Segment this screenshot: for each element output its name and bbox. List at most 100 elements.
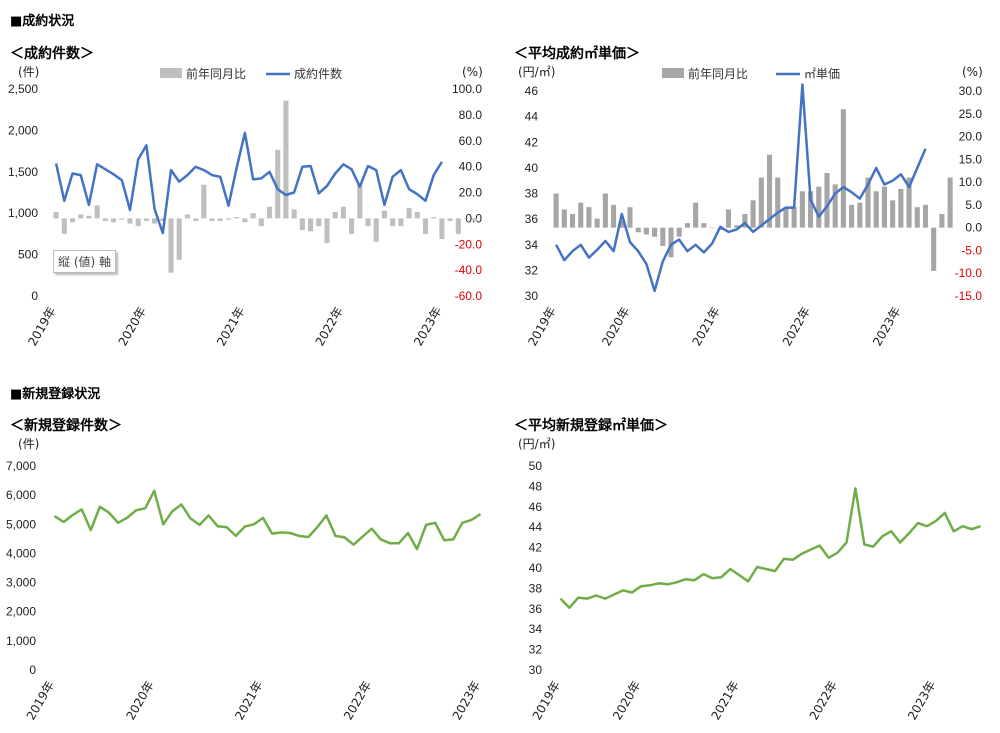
left-unit-label: (円/㎡) (518, 65, 555, 79)
yoy-bar (873, 191, 879, 228)
y-tick-label: 48 (529, 479, 543, 493)
y-tick-label: 44 (525, 110, 539, 124)
x-tick-label: 2023年 (905, 679, 938, 723)
yoy-bar (217, 218, 223, 221)
yoy-bar (234, 217, 240, 219)
yoy-bar (799, 191, 805, 228)
y-tick-label: 7,000 (6, 459, 36, 473)
y-tick-label: 1,500 (8, 165, 38, 179)
yoy-bar (61, 218, 67, 234)
yoy-bar (824, 173, 830, 228)
x-tick-label: 2022年 (313, 305, 346, 349)
yoy-bar (447, 218, 453, 221)
y-tick-label: 500 (18, 248, 38, 262)
right-unit-label: (%) (462, 65, 483, 79)
yoy-bar (725, 209, 732, 228)
y2-tick-label: -5.0 (961, 243, 982, 257)
yoy-bar (242, 218, 248, 223)
y-tick-label: 32 (525, 263, 539, 277)
y2-tick-label: -15.0 (955, 289, 983, 303)
yoy-bar (750, 200, 756, 228)
yoy-bar (357, 183, 363, 219)
y2-tick-label: 40.0 (459, 160, 483, 174)
y-tick-label: 34 (525, 238, 539, 252)
yoy-bar (914, 207, 920, 228)
yoy-bar (684, 223, 690, 228)
yoy-bar (766, 154, 773, 228)
yoy-bar (299, 218, 305, 231)
y-tick-label: 46 (529, 500, 543, 514)
yoy-bar (398, 218, 404, 227)
yoy-bar (931, 227, 937, 271)
yoy-bar (143, 218, 149, 221)
yoy-bar (742, 214, 748, 228)
yoy-bar (849, 204, 855, 228)
legend-line-label: ㎡単価 (804, 67, 840, 81)
x-tick-label: 2023年 (411, 305, 444, 349)
yoy-bar (898, 188, 904, 228)
section-title-registration: ■新規登録状況 (10, 387, 101, 402)
yoy-bar (881, 186, 887, 228)
yoy-bar (431, 217, 437, 219)
yoy-bar (832, 184, 838, 228)
x-tick-label: 2022年 (780, 305, 813, 349)
y2-tick-label: 20.0 (459, 186, 483, 200)
yoy-bar (324, 218, 330, 243)
y-tick-label: 2,500 (8, 82, 38, 96)
yoy-bar (693, 202, 699, 228)
y-tick-label: 32 (529, 643, 543, 657)
yoy-bar (176, 218, 182, 260)
yoy-bar (422, 218, 429, 234)
y2-tick-label: 20.0 (959, 130, 983, 144)
chart-title-contract-price: ＜平均成約㎡単価＞ (514, 46, 640, 62)
yoy-bar (758, 177, 764, 228)
chart-title-contract-count: ＜成約件数＞ (10, 46, 94, 62)
reg-price-chart: (円/㎡) 30 32 34 36 38 40 42 44 46 48 50 2019年 2020年 20… (518, 437, 981, 723)
right-unit-label: (%) (962, 65, 983, 79)
chart-title-reg-price: ＜平均新規登録㎡単価＞ (514, 418, 668, 434)
vertical-axis-label-box[interactable]: 縦 (値) 軸 (53, 250, 116, 273)
reg-count-chart: (件) 0 1,000 2,000 3,000 4,000 5,000 6,000 7,000… (6, 437, 483, 723)
y-tick-label: 42 (529, 541, 543, 555)
y-tick-label: 2,000 (6, 605, 36, 619)
left-unit-label: (円/㎡) (518, 437, 555, 451)
yoy-bar (119, 218, 125, 220)
yoy-bar (791, 207, 797, 228)
chart-title-reg-count: ＜新規登録件数＞ (10, 418, 122, 434)
yoy-bar (939, 214, 945, 228)
yoy-bar (578, 202, 584, 228)
yoy-bar (78, 214, 84, 219)
yoy-bar (569, 214, 576, 228)
y2-tick-label: -20.0 (455, 237, 483, 251)
yoy-bar (111, 218, 117, 223)
legend-bar-label: 前年同月比 (186, 66, 246, 81)
y-tick-label: 44 (529, 520, 543, 534)
contract-price-chart: (円/㎡) (%) 前年同月比 ㎡単価 30 32 34 36 38 40 42 44 46 -1… (518, 65, 983, 349)
yoy-bar (627, 207, 633, 228)
x-tick-label: 2021年 (689, 305, 722, 349)
y-tick-label: 3,000 (6, 576, 36, 590)
yoy-bar (193, 218, 199, 221)
series-line (559, 487, 981, 610)
yoy-bar (734, 225, 740, 228)
yoy-bar (947, 177, 953, 228)
yoy-bar (808, 191, 814, 228)
yoy-bar (250, 213, 256, 219)
legend-line-label: 成約件数 (294, 66, 342, 81)
x-tick-label: 2022年 (341, 679, 374, 723)
yoy-bar (652, 227, 658, 237)
y-tick-label: 38 (529, 581, 543, 595)
legend-bar-swatch (662, 68, 684, 78)
y-tick-label: 6,000 (6, 488, 36, 502)
y-tick-label: 4,000 (6, 546, 36, 560)
yoy-bar (381, 210, 387, 219)
y2-tick-label: 5.0 (965, 198, 982, 212)
y-tick-label: 36 (529, 602, 543, 616)
legend-bar-swatch (160, 68, 182, 78)
yoy-bar (635, 227, 641, 233)
y2-tick-label: 30.0 (959, 84, 983, 98)
x-tick-label: 2023年 (450, 679, 483, 723)
yoy-bar (840, 109, 846, 228)
y2-tick-label: -60.0 (455, 289, 483, 303)
yoy-bar (201, 184, 207, 219)
